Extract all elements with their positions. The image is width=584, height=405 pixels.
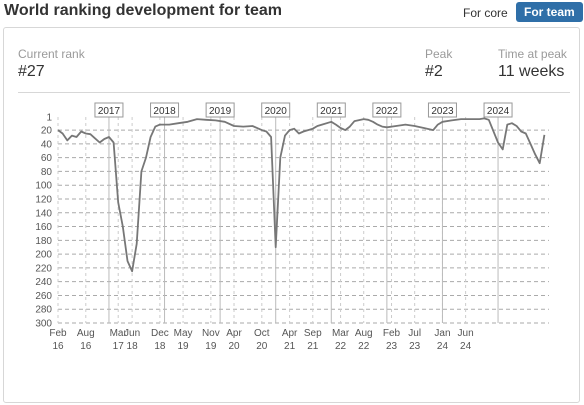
stats-divider <box>18 92 570 93</box>
year-marker-label: 2024 <box>487 106 510 117</box>
year-marker-box <box>150 102 180 118</box>
x-tick-year: 21 <box>284 341 296 352</box>
y-tick-label: 1 <box>46 113 52 124</box>
x-tick-month: Aug <box>77 328 95 339</box>
time-at-peak-label: Time at peak <box>498 47 567 61</box>
x-tick-month: Oct <box>254 328 270 339</box>
x-tick-year: 23 <box>386 341 398 352</box>
for-core-toggle[interactable]: For core <box>457 4 514 22</box>
x-tick-year: 20 <box>228 341 240 352</box>
year-marker-box <box>483 102 513 118</box>
time-at-peak-value: 11 weeks <box>498 63 565 80</box>
y-tick-label: 40 <box>41 139 53 150</box>
x-tick-month: Jun <box>124 328 140 339</box>
x-tick-month: Dec <box>151 328 169 339</box>
x-tick-month: May <box>174 328 193 339</box>
x-tick-year: 20 <box>256 341 268 352</box>
ranking-series-line <box>57 117 546 273</box>
year-marker-label: 2019 <box>209 106 232 117</box>
x-tick-year: 24 <box>437 341 449 352</box>
year-marker-box <box>94 102 124 118</box>
x-tick-month: Mar <box>110 328 128 339</box>
y-tick-label: 280 <box>35 305 52 316</box>
year-marker-label: 2023 <box>431 106 454 117</box>
x-tick-year: 18 <box>154 341 166 352</box>
ranking-card: Current rank #27 Peak #2 Time at peak 11… <box>3 27 580 403</box>
y-tick-label: 180 <box>35 236 52 247</box>
year-marker-box <box>372 102 402 118</box>
x-tick-year: 19 <box>178 341 190 352</box>
year-marker-label: 2022 <box>376 106 399 117</box>
year-marker-box <box>205 102 235 118</box>
x-tick-month: Feb <box>383 328 401 339</box>
year-marker-label: 2020 <box>265 106 288 117</box>
x-tick-year: 18 <box>127 341 139 352</box>
peak-value: #2 <box>425 63 443 80</box>
page-title: World ranking development for team <box>4 2 282 19</box>
x-tick-month: Jul <box>408 328 421 339</box>
x-tick-month: Jan <box>434 328 450 339</box>
y-tick-label: 220 <box>35 263 52 274</box>
current-rank-value: #27 <box>18 63 45 80</box>
x-tick-year: 24 <box>460 341 472 352</box>
y-tick-label: 260 <box>35 291 52 302</box>
x-tick-month: Feb <box>49 328 67 339</box>
y-tick-label: 240 <box>35 277 52 288</box>
peak-label: Peak <box>425 47 453 61</box>
year-marker-label: 2018 <box>153 106 176 117</box>
year-marker-box <box>261 102 291 118</box>
y-tick-label: 160 <box>35 222 52 233</box>
y-tick-label: 20 <box>41 126 53 137</box>
x-tick-month: Jun <box>458 328 474 339</box>
x-tick-year: 22 <box>335 341 347 352</box>
x-tick-year: 23 <box>409 341 421 352</box>
y-tick-label: 140 <box>35 208 52 219</box>
x-tick-year: 16 <box>52 341 64 352</box>
x-tick-year: 19 <box>205 341 217 352</box>
y-tick-label: 60 <box>41 153 53 164</box>
x-tick-year: 16 <box>80 341 92 352</box>
x-tick-month: Mar <box>332 328 350 339</box>
y-tick-label: 100 <box>35 181 52 192</box>
year-marker-box <box>427 102 457 118</box>
y-tick-label: 80 <box>41 167 53 178</box>
y-tick-label: 120 <box>35 194 52 205</box>
x-tick-month: Aug <box>355 328 373 339</box>
year-marker-label: 2017 <box>98 106 121 117</box>
y-tick-label: 300 <box>35 319 52 330</box>
for-team-toggle[interactable]: For team <box>516 2 583 22</box>
x-tick-month: Nov <box>202 328 220 339</box>
current-rank-label: Current rank <box>18 47 85 61</box>
x-tick-year: 21 <box>307 341 319 352</box>
year-marker-box <box>316 102 346 118</box>
year-marker-label: 2021 <box>320 106 343 117</box>
x-tick-year: 17 <box>113 341 125 352</box>
x-tick-month: Apr <box>282 328 298 339</box>
x-tick-month: Sep <box>304 328 322 339</box>
x-tick-month: Apr <box>226 328 242 339</box>
y-tick-label: 200 <box>35 250 52 261</box>
x-tick-year: 22 <box>358 341 370 352</box>
